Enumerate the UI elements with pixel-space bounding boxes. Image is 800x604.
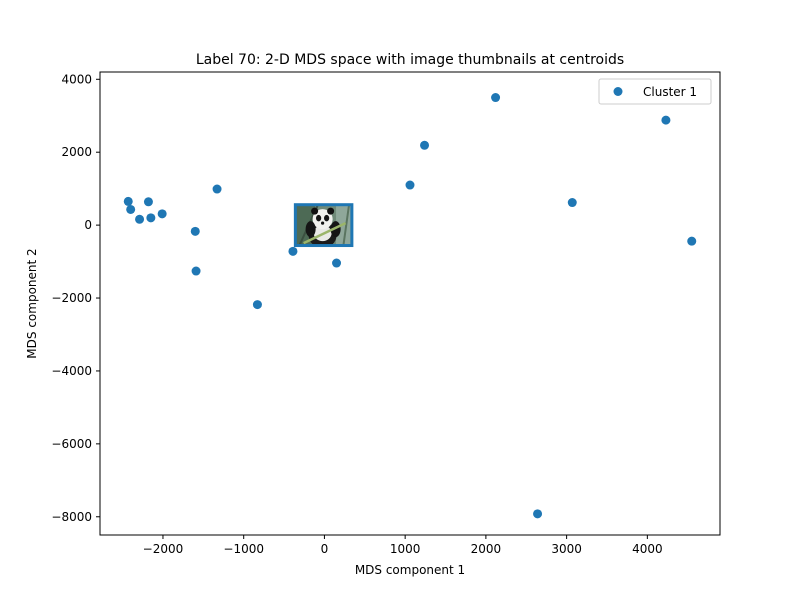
scatter-point: [420, 140, 430, 150]
y-axis-label: MDS component 2: [25, 248, 39, 358]
legend-box: [598, 78, 712, 105]
scatter-point: [135, 214, 145, 224]
y-tick-label: −6000: [51, 437, 92, 451]
y-tick-label: −4000: [51, 364, 92, 378]
scatter-point: [126, 204, 136, 214]
scatter-point: [491, 93, 501, 103]
x-tick-label: 4000: [632, 542, 663, 556]
scatter-point: [123, 196, 133, 206]
y-tick-label: −8000: [51, 510, 92, 524]
legend: Cluster 1: [598, 78, 712, 105]
x-tick-label: 3000: [551, 542, 582, 556]
scatter-point: [252, 300, 262, 310]
scatter-point: [661, 115, 671, 125]
x-tick-label: 2000: [471, 542, 502, 556]
plot-frame: [99, 71, 721, 536]
x-axis-label: MDS component 1: [355, 563, 465, 577]
scatter-point: [146, 213, 156, 223]
scatter-point: [288, 246, 298, 256]
scatter-point: [190, 226, 200, 236]
scatter-point: [212, 184, 222, 194]
panda-thumbnail-picture: [295, 204, 352, 246]
scatter-point: [687, 236, 697, 246]
x-tick-label: 1000: [390, 542, 421, 556]
thumbnail-border: [293, 203, 354, 248]
y-tick-label: 0: [84, 218, 92, 232]
scatter-point: [567, 198, 577, 208]
x-tick-label: −1000: [223, 542, 264, 556]
panda-thumbnail-icon: [293, 203, 354, 248]
x-axis-ticks: −2000 −1000 0 1000 2000 3000 4000: [143, 535, 663, 556]
y-axis-ticks: −8000 −6000 −4000 −2000 0 2000 4000: [51, 72, 100, 524]
scatter-point: [143, 197, 153, 207]
legend-label: Cluster 1: [643, 85, 697, 99]
scatter-point: [533, 509, 543, 519]
x-tick-label: −2000: [143, 542, 184, 556]
y-tick-label: 2000: [61, 145, 92, 159]
scatter-point: [405, 180, 415, 190]
y-tick-label: −2000: [51, 291, 92, 305]
scatter-points: [123, 93, 697, 519]
x-tick-label: 0: [321, 542, 329, 556]
scatter-point: [157, 209, 167, 219]
scatter-point: [332, 258, 342, 268]
chart-title: Label 70: 2-D MDS space with image thumb…: [196, 52, 624, 68]
y-tick-label: 4000: [61, 72, 92, 86]
scatter-point: [191, 266, 201, 276]
legend-marker: [613, 87, 623, 96]
